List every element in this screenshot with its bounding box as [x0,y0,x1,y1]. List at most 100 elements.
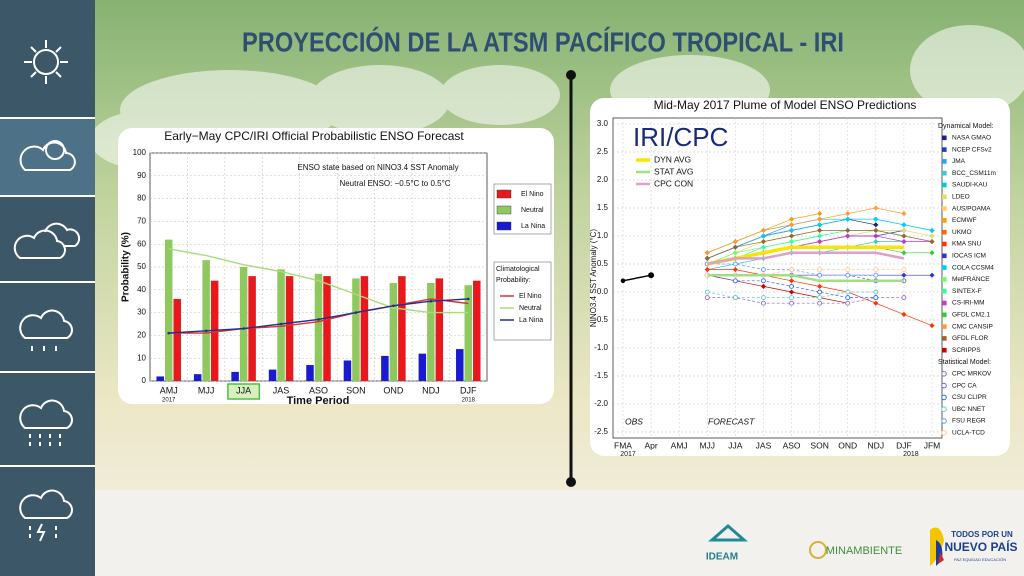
bar [389,282,398,381]
marker [761,295,766,301]
bar [268,369,277,381]
marker [317,318,320,321]
marker [648,272,655,279]
marker [873,267,879,273]
marker [620,278,626,284]
legend-marker [942,194,947,200]
legend-label: Neutral [521,207,544,214]
marker [845,289,851,295]
legend-label: CPC CA [952,382,977,389]
annotation: FORECAST [708,416,755,426]
chart-right: Mid-May 2017 Plume of Model ENSO Predict… [589,98,996,458]
legend-title-box: Climatological Probability: [496,266,540,284]
marker [242,327,245,330]
legend-marker [942,347,947,353]
y-tick-label: 3.0 [597,119,609,128]
line [622,274,652,282]
marker [901,239,907,245]
x-tick-label: SON [810,440,828,450]
legend-label: CPC MRKOV [952,371,992,378]
marker [873,289,879,295]
x-tick-label: AMJ [160,385,178,395]
legend-label: Neutral [519,305,542,312]
marker [817,295,823,301]
marker [704,295,710,301]
legend-box [493,261,552,341]
line [168,298,469,334]
logos: IDEAM MINAMBIENTE TODOS POR UN NUEVO PAÍ… [706,524,1018,566]
marker [760,283,767,289]
logo-text: MINAMBIENTE [826,545,902,557]
x-tick-label: JAS [756,440,772,450]
chart-left: Early−May CPC/IRI Official Probabilistic… [121,129,552,407]
bar [156,376,164,381]
legend-marker [942,229,947,235]
legend-swatch [496,221,512,231]
bar [164,239,173,381]
chart-title: Early−May CPC/IRI Official Probabilistic… [164,129,464,143]
bar [193,374,202,381]
y-axis-label: Probability (%) [121,232,132,302]
legend-label: NASA GMAO [952,135,991,142]
y-tick-label: -2.0 [594,399,608,408]
legend-marker [942,300,947,306]
legend-label: SINTEX-F [952,288,982,295]
legend-marker [941,406,947,413]
marker [929,227,935,233]
legend-marker [942,336,947,341]
marker [761,267,766,273]
y-tick-label: 1.5 [597,203,609,212]
legend-label: El Nino [521,191,544,198]
marker [873,272,879,278]
x-tick-label: DJF [896,440,912,450]
marker [845,295,851,301]
x-tick-label: Apr [644,440,657,450]
watermark: IRI/CPC [633,122,728,152]
bar [435,278,444,381]
legend-label: UKMO [952,229,972,236]
x-tick-label: JFM [924,440,941,450]
x-tick-label: AMJ [671,440,688,450]
y-tick-label: 2.0 [597,175,609,184]
legend-marker [942,218,947,223]
legend-label: CMC CANSIP [952,323,993,330]
legend-marker [942,265,947,270]
marker [817,267,823,273]
marker [466,297,470,301]
marker [817,289,823,295]
line [707,251,905,266]
legend-marker [942,241,947,247]
marker [873,227,879,233]
legend-label: CPC CON [654,178,693,188]
bar [381,355,389,381]
x-tick-label: DJF [460,385,477,395]
legend-swatch [496,189,512,199]
legend-label: GFDL FLOR [952,335,989,342]
legend-marker [942,182,947,188]
x-tick-label: MJJ [699,440,715,450]
legend-label: CSU CLIPR [952,394,987,401]
bar [352,278,360,381]
bar [239,267,248,381]
legend-marker [941,394,947,401]
marker [704,289,710,295]
marker [901,267,907,273]
legend-label: BCC_CSM11m [952,170,996,177]
marker [788,227,795,233]
marker [901,295,907,301]
logo-text: TODOS POR UN [951,530,1013,539]
legend-marker [941,371,947,377]
chart-title: Mid-May 2017 Plume of Model ENSO Predict… [654,98,917,112]
marker [901,233,907,239]
annotation: Neutral ENSO: −0.5°C to 0.5°C [339,179,450,188]
legend-label: DYN AVG [654,154,691,164]
marker [392,304,395,308]
line [707,297,904,304]
bar [343,360,352,381]
y-tick-label: 30 [137,308,146,317]
y-tick-label: -2.5 [594,427,608,436]
weather-icons [0,40,95,542]
bar [473,280,481,381]
marker [789,283,794,289]
legend-marker [942,159,947,164]
